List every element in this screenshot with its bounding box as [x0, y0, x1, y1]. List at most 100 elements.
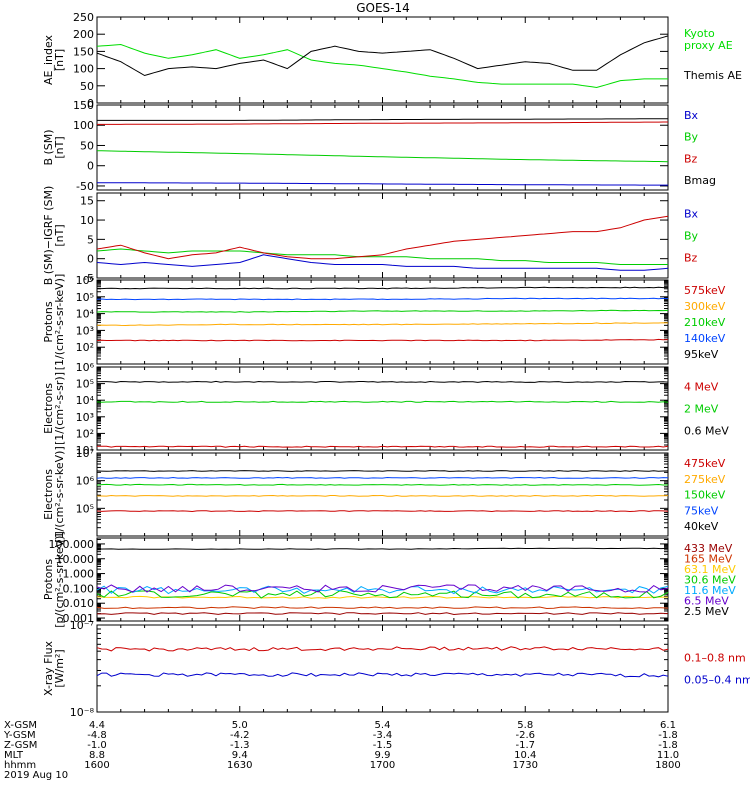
panel-frame: [96, 452, 669, 537]
ephemeris-row-label: Y-GSM: [3, 730, 36, 741]
ephemeris-value: 1730: [513, 760, 538, 771]
panel-protons1: 10² 10³ 10⁴ 10⁵ 10⁶ Protons[1/(cm²-s-sr-keV)]…: [42, 274, 726, 371]
series-line-140kev: [96, 297, 669, 301]
legend-entry: By: [684, 230, 699, 243]
y-axis-label: B (SM)[nT]: [42, 129, 66, 165]
ephemeris-value: 5.8: [517, 720, 533, 731]
legend-entry: 40keV: [684, 520, 719, 533]
y-tick-label: 10⁶: [76, 475, 95, 488]
legend-entry: 0.1–0.8 nm: [684, 652, 746, 665]
series-line-475kev: [96, 510, 669, 513]
series-line-2-mev: [96, 400, 669, 403]
panel-protons2: 0.0010.0100.1001.00010.000100.000Protons…: [42, 531, 736, 628]
y-axis-label: Electrons[1/(cm²-s-sr-keV)]: [42, 446, 66, 543]
panel-bigrf: -5 0 5 10 15 B (SM)−IGRF (SM)[nT] Bx By Bz: [42, 186, 699, 286]
y-tick-label: 10⁵: [76, 502, 94, 515]
y-axis-label: Electrons[1/(cm²-s-sr)]: [42, 372, 66, 445]
ephemeris-row-label: MLT: [4, 750, 24, 761]
y-tick-label: 10³: [76, 324, 94, 337]
legend-entry: Bx: [684, 109, 699, 122]
legend-entry: Bx: [684, 208, 699, 221]
y-tick-label: 10⁴: [76, 308, 95, 321]
ephemeris-value: -4.2: [230, 730, 250, 741]
panel-electrons2: 10⁵ 10⁶ 10⁷ Electrons[1/(cm²-s-sr-keV)] 475k…: [42, 446, 726, 543]
series-line-by: [96, 248, 668, 265]
panel-xray: 10⁻⁸ 10⁻⁷ X-ray Flux[W/m²] 0.1–0.8 nm 0.05–0…: [42, 619, 750, 719]
legend-entry: 75keV: [684, 504, 719, 517]
series-line-bx: [97, 182, 668, 186]
y-axis-label-line: AE_index: [42, 34, 55, 85]
series-line-2-5-mev: [96, 547, 669, 550]
y-axis-label: AE_index[nT]: [42, 34, 66, 85]
ephemeris-value: 6.1: [660, 720, 676, 731]
legend-entry: 140keV: [684, 332, 726, 345]
y-tick-label: 250: [73, 11, 94, 24]
y-tick-label: 200: [73, 28, 94, 41]
legend-entry: 2 MeV: [684, 403, 719, 416]
series-line-kyoto-proxy-ae: [96, 43, 668, 89]
y-tick-label: 5: [87, 233, 94, 246]
y-axis-label-line: [nT]: [53, 136, 66, 158]
legend-entry: 575keV: [684, 284, 726, 297]
ephemeris-value: -3.4: [373, 730, 393, 741]
y-tick-label: 10⁵: [76, 291, 94, 304]
y-tick-label: 15: [80, 195, 94, 208]
panel-electrons1: 10¹ 10² 10³ 10⁴ 10⁵ 10⁶ Electrons[1/(cm²-s-sr)…: [42, 361, 729, 457]
ephemeris-value: 1600: [84, 760, 109, 771]
ephemeris-value: -1.3: [230, 740, 250, 751]
legend-entry: 150keV: [684, 489, 726, 502]
y-tick-label: 0.100: [63, 582, 95, 595]
legend-entry: Bmag: [684, 174, 716, 187]
ephemeris-value: -1.0: [87, 740, 107, 751]
y-axis-label-line: [nT]: [53, 224, 66, 246]
series-line-11-6-mev: [96, 585, 669, 595]
y-tick-label: 150: [73, 99, 94, 112]
legend-entry: 433 MeV: [684, 542, 733, 555]
ephemeris-row-label: X-GSM: [4, 720, 37, 731]
series-line-575kev: [96, 338, 669, 342]
legend-entry: 30.6 MeV: [684, 574, 736, 587]
series-line-4-mev: [97, 445, 669, 448]
ephemeris-value: 5.0: [232, 720, 248, 731]
ephemeris-value: 9.9: [375, 750, 391, 761]
legend-entry: 275keV: [684, 473, 726, 486]
legend-entry: 300keV: [684, 300, 726, 313]
legend-entry: 475keV: [684, 457, 726, 470]
y-axis-label-line: [p/(cm²-s-sr-keV)]: [53, 531, 66, 628]
series-line-300kev: [96, 322, 669, 327]
y-tick-label: 10²: [76, 341, 94, 354]
y-axis-label-line: [1/(cm²-s-sr-keV)]: [53, 446, 66, 543]
series-line-165-mev: [96, 606, 669, 610]
panel-frame: [96, 537, 669, 622]
y-tick-label: 10: [80, 214, 94, 227]
series-line-themis-ae: [96, 35, 669, 77]
ephemeris-row-label: Z-GSM: [4, 740, 37, 751]
y-tick-label: 150: [73, 45, 94, 58]
y-tick-label: 10⁻⁸: [70, 706, 95, 719]
legend-entry: 11.6 MeV: [684, 584, 736, 597]
legend-entry: Bz: [684, 152, 698, 165]
plot-title: GOES-14: [356, 1, 410, 15]
legend-entry: proxy AE: [684, 39, 733, 52]
y-axis-label-line: Electrons: [42, 469, 55, 520]
panel-bsm: -50 0 50 100 150 B (SM)[nT] Bx By Bz Bmag: [42, 99, 716, 193]
x-axis-ephemeris: X-GSM 4.4 5.0 5.4 5.8 6.1 Y-GSM -4.8 -4.2 -3.4 -2.…: [3, 720, 681, 781]
series-line-30-6-mev: [96, 590, 669, 599]
series-line-bz: [96, 215, 669, 260]
series-line-6-5-mev: [96, 584, 669, 593]
series-line-0-05-0-4-nm: [96, 672, 669, 678]
y-axis-label-line: [1/(cm²-s-sr-keV)]: [53, 274, 66, 371]
legend-entry: 95keV: [684, 348, 719, 361]
y-tick-label: -5: [83, 272, 94, 285]
y-axis-label-line: [nT]: [53, 49, 66, 71]
ephemeris-value: -1.8: [658, 730, 678, 741]
series-line-95kev: [96, 286, 668, 290]
ephemeris-value: 1700: [370, 760, 395, 771]
ephemeris-value: 1630: [227, 760, 252, 771]
y-tick-label: 0.010: [63, 597, 95, 610]
legend-entry: 210keV: [684, 316, 726, 329]
legend-entry: By: [684, 131, 699, 144]
